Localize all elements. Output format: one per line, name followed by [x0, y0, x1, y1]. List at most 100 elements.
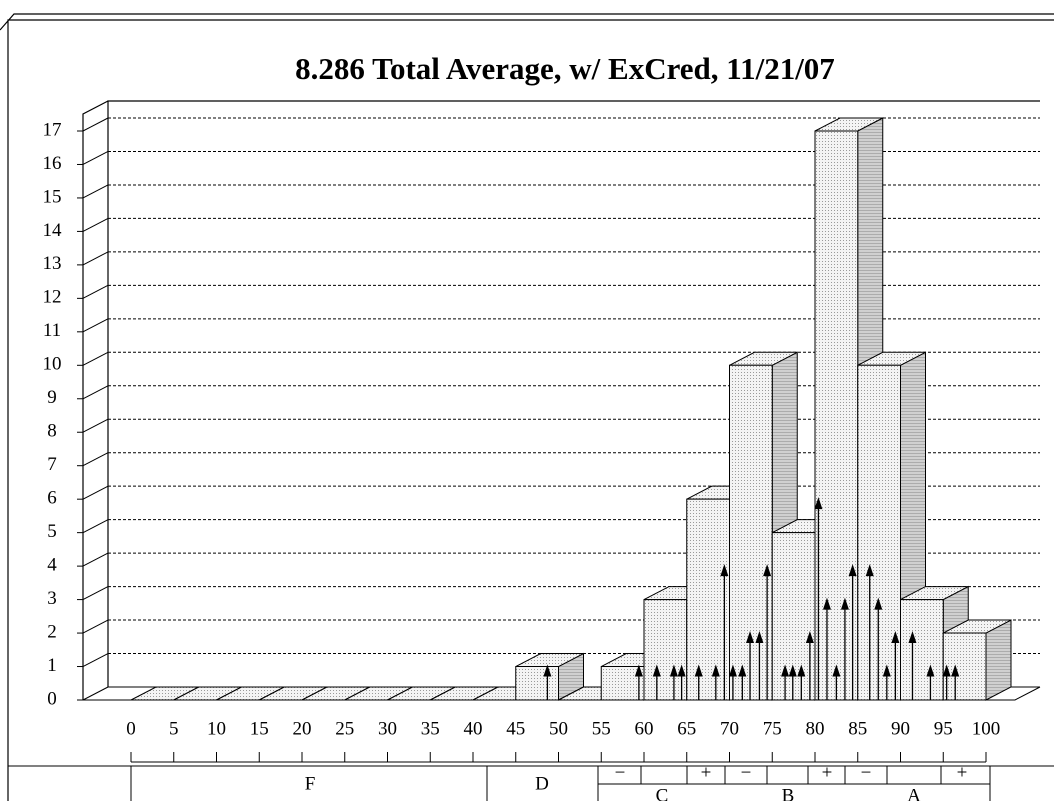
- bar-front: [515, 666, 559, 701]
- score-arrow: [797, 664, 806, 700]
- arrow-head: [822, 597, 831, 610]
- x-tick-label: 55: [592, 718, 611, 739]
- y-tick: [82, 318, 109, 333]
- arrow-head: [677, 664, 686, 677]
- bar-side: [985, 619, 1012, 701]
- arrow-head: [926, 664, 935, 677]
- score-arrow: [848, 564, 857, 700]
- x-tick-label: 60: [635, 718, 654, 739]
- y-tick: [82, 351, 109, 366]
- score-arrow: [840, 597, 849, 700]
- y-tick: [82, 485, 109, 500]
- x-tick-label: 35: [421, 718, 440, 739]
- y-tick: [82, 418, 109, 433]
- y-tick-label: 13: [43, 253, 62, 274]
- y-tick: [82, 519, 109, 534]
- score-arrow: [755, 631, 764, 700]
- arrow-head: [746, 631, 755, 644]
- grade-letter: C: [656, 785, 669, 801]
- x-tick-label: 5: [169, 718, 179, 739]
- score-arrow: [832, 664, 841, 700]
- chart-title: 8.286 Total Average, w/ ExCred, 11/21/07: [295, 51, 835, 86]
- bar-front: [686, 498, 730, 701]
- x-tick-label: 90: [891, 718, 910, 739]
- y-tick-label: 7: [47, 454, 57, 475]
- y-tick: [82, 385, 109, 400]
- arrow-head: [840, 597, 849, 610]
- y-tick-label: 16: [43, 153, 62, 174]
- x-tick-label: 45: [506, 718, 525, 739]
- y-tick-label: 4: [47, 554, 57, 575]
- x-tick-label: 70: [720, 718, 739, 739]
- x-tick-label: 80: [806, 718, 825, 739]
- grade-sign: +: [822, 762, 833, 783]
- x-tick-label: 0: [126, 718, 136, 739]
- bar-front: [942, 632, 987, 701]
- score-arrow: [874, 597, 883, 700]
- grade-letter: D: [535, 773, 549, 794]
- arrow-head: [711, 664, 720, 677]
- bar-front: [857, 364, 901, 701]
- score-arrow: [865, 564, 874, 700]
- y-tick: [82, 686, 109, 701]
- score-arrow: [634, 664, 643, 700]
- grade-sign: +: [957, 762, 968, 783]
- y-tick: [82, 217, 109, 232]
- score-arrow: [543, 664, 552, 700]
- y-tick-label: 9: [47, 387, 57, 408]
- arrow-head: [652, 664, 661, 677]
- y-tick: [82, 184, 109, 199]
- x-tick-label: 100: [972, 718, 1001, 739]
- y-tick-label: 1: [47, 655, 57, 676]
- y-tick: [82, 151, 109, 165]
- arrow-head: [738, 664, 747, 677]
- arrow-head: [788, 664, 797, 677]
- grade-letter: B: [782, 785, 795, 801]
- score-arrow: [746, 631, 755, 700]
- x-tick-label: 10: [207, 718, 226, 739]
- bar: [942, 619, 1012, 701]
- score-arrow: [694, 664, 703, 700]
- x-tick-label: 15: [250, 718, 269, 739]
- y-tick-label: 11: [43, 320, 61, 341]
- arrow-head: [781, 664, 790, 677]
- arrow-head: [720, 564, 729, 577]
- score-arrow: [763, 564, 772, 700]
- y-tick: [82, 586, 109, 601]
- x-tick-label: 50: [549, 718, 568, 739]
- score-arrow: [908, 631, 917, 700]
- y-tick-label: 2: [47, 621, 57, 642]
- arrow-head: [805, 631, 814, 644]
- score-arrow: [720, 564, 729, 700]
- bar-front: [900, 599, 944, 701]
- arrow-head: [634, 664, 643, 677]
- score-arrow: [669, 664, 678, 700]
- score-arrow: [781, 664, 790, 700]
- y-tick-label: 15: [43, 186, 62, 207]
- y-tick-label: 3: [47, 588, 57, 609]
- frame: [0, 13, 1054, 801]
- arrow-head: [882, 664, 891, 677]
- y-tick-label: 14: [43, 220, 63, 241]
- arrow-head: [891, 631, 900, 644]
- y-tick: [82, 251, 109, 266]
- arrow-head: [543, 664, 552, 677]
- y-tick: [82, 619, 109, 634]
- score-arrow: [728, 664, 737, 700]
- score-arrow: [951, 664, 960, 700]
- y-tick-label: 12: [43, 287, 62, 308]
- x-tick-label: 75: [763, 718, 782, 739]
- left-wall: [82, 100, 109, 700]
- y-tick: [82, 284, 109, 299]
- grade-sign: −: [741, 762, 752, 783]
- grade-sign: −: [861, 762, 872, 783]
- score-arrow: [891, 631, 900, 700]
- score-arrow: [814, 497, 823, 700]
- bar-front: [643, 599, 688, 701]
- score-arrow: [738, 664, 747, 700]
- y-tick: [82, 117, 109, 132]
- arrow-head: [694, 664, 703, 677]
- y-tick-label: 0: [47, 688, 57, 709]
- x-tick-label: 65: [677, 718, 696, 739]
